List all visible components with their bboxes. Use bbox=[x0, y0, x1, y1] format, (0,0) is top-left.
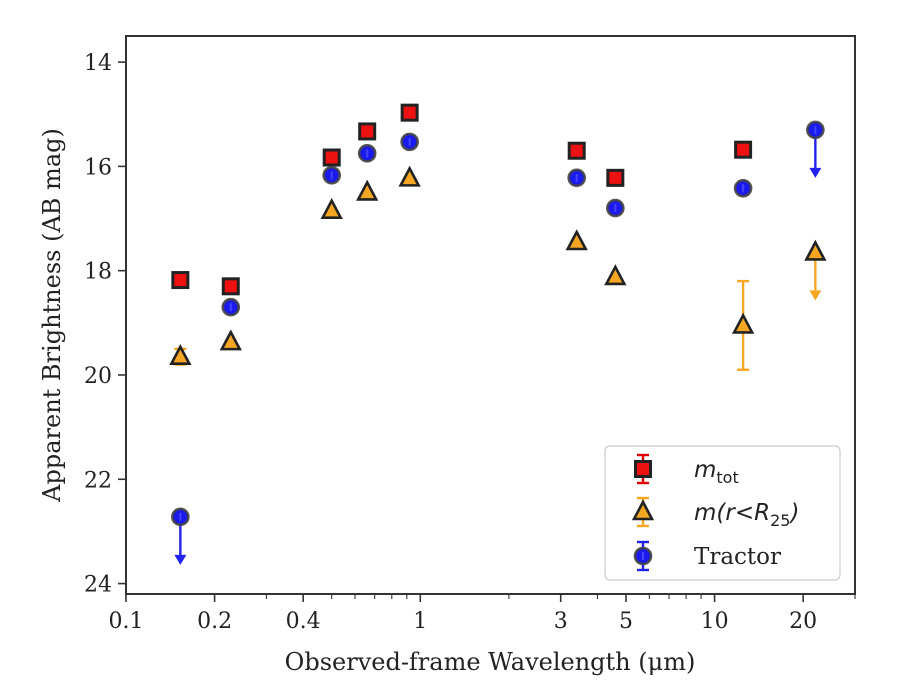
legend-items: mtot m(r<R25) Tractor bbox=[631, 453, 799, 572]
data-point-m-tot bbox=[734, 140, 753, 159]
data-point-m-tot bbox=[606, 168, 625, 187]
data-point-tractor bbox=[400, 132, 419, 152]
legend-marker bbox=[633, 546, 653, 566]
y-tick-label: 22 bbox=[84, 468, 112, 493]
legend-label: Tractor bbox=[694, 544, 781, 570]
upper-limit-arrow-head bbox=[809, 290, 822, 301]
data-point-m-tot bbox=[322, 148, 341, 167]
upper-limit-arrow-head bbox=[809, 167, 822, 178]
legend-marker bbox=[631, 499, 655, 521]
x-tick-label: 10 bbox=[701, 609, 729, 634]
data-point-m-tot bbox=[567, 141, 586, 160]
data-point-tractor bbox=[171, 507, 190, 527]
y-tick-label: 18 bbox=[84, 260, 112, 285]
ticks-layer: 0.1 0.2 0.4 1 3 5 10 20 14 16 18 20 22 24 bbox=[84, 51, 856, 634]
data-point-tractor bbox=[221, 297, 241, 317]
y-tick-label: 20 bbox=[84, 364, 112, 389]
data-point-tractor bbox=[733, 178, 753, 198]
x-tick-label: 1 bbox=[413, 609, 427, 634]
data-point-m-r-r25 bbox=[731, 312, 755, 334]
legend-item-m-r-r25: m(r<R25) bbox=[631, 496, 799, 530]
x-tick-label: 3 bbox=[554, 609, 568, 634]
legend-label: m(r<R25) bbox=[694, 500, 799, 530]
x-tick-label: 0.1 bbox=[109, 609, 144, 634]
x-tick-label: 0.2 bbox=[197, 609, 232, 634]
x-tick-label: 5 bbox=[619, 609, 633, 634]
data-point-m-r-r25 bbox=[219, 329, 242, 351]
data-point-m-r-r25 bbox=[356, 179, 379, 201]
data-point-tractor bbox=[322, 165, 342, 185]
x-tick-label: 0.4 bbox=[286, 609, 321, 634]
data-point-tractor bbox=[806, 120, 825, 140]
legend-item-m-tot: mtot bbox=[634, 453, 739, 487]
data-point-m-r-r25 bbox=[320, 197, 343, 220]
y-axis-label: Apparent Brightness (AB mag) bbox=[38, 128, 66, 503]
y-tick-label: 14 bbox=[84, 51, 112, 76]
data-point-tractor bbox=[606, 198, 625, 218]
data-point-m-tot bbox=[171, 271, 190, 290]
upper-limit-arrow-head bbox=[174, 554, 187, 565]
data-point-m-tot bbox=[358, 122, 377, 141]
series-tractor bbox=[171, 120, 825, 565]
data-point-m-tot bbox=[221, 277, 240, 296]
series-m-r-r25 bbox=[169, 165, 827, 371]
data-point-m-r-r25 bbox=[804, 239, 827, 261]
series-m-tot bbox=[171, 103, 753, 296]
x-tick-label: 20 bbox=[789, 609, 817, 634]
data-point-m-r-r25 bbox=[565, 229, 588, 251]
legend-item-tractor: Tractor bbox=[633, 540, 781, 572]
data-point-m-r-r25 bbox=[169, 343, 192, 366]
x-axis-label: Observed-frame Wavelength (μm) bbox=[285, 648, 696, 676]
legend: mtot m(r<R25) Tractor bbox=[604, 445, 841, 581]
y-tick-label: 24 bbox=[84, 573, 112, 598]
data-point-m-tot bbox=[400, 103, 419, 122]
marks-layer bbox=[169, 103, 827, 565]
data-point-m-r-r25 bbox=[604, 264, 627, 286]
legend-box bbox=[604, 445, 841, 581]
y-tick-label: 16 bbox=[84, 155, 112, 180]
legend-label: mtot bbox=[694, 457, 739, 487]
plot-frame bbox=[125, 35, 856, 595]
legend-marker bbox=[634, 460, 652, 478]
data-point-tractor bbox=[357, 144, 377, 163]
data-point-m-r-r25 bbox=[398, 165, 421, 187]
data-point-tractor bbox=[567, 168, 587, 188]
